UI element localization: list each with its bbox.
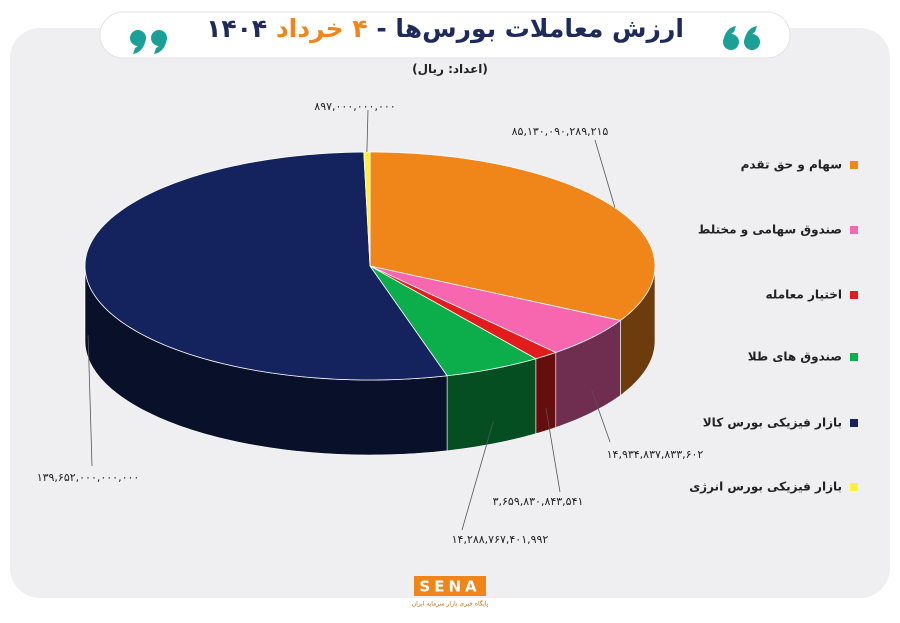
leader-line [594,139,616,208]
logo-tagline: پایگاه خبری بازار سرمایه ایران [412,600,489,608]
leader-line [461,421,494,531]
slice [84,151,448,381]
legend-label: اختیار معامله [766,288,842,302]
leader-line [545,408,561,493]
subtitle: (اعداد: ریال) [412,62,488,76]
legend-label: صندوق های طلا [748,350,842,365]
legend-swatch [850,419,858,427]
value-label: ۳,۶۵۹,۸۳۰,۸۴۳,۵۴۱ [493,495,584,508]
leader-line [87,335,93,467]
slice [369,265,622,353]
value-label: ۱۴,۹۳۴,۸۳۷,۸۳۳,۶۰۲ [607,448,704,461]
leader-line [366,109,369,153]
quote-right [723,26,760,50]
legend-label: سهام و حق تقدم [741,158,842,173]
slice [363,151,371,267]
value-label: ۱۴,۲۸۸,۷۶۷,۴۰۱,۹۹۲ [452,533,549,546]
legend-swatch [850,291,858,299]
leader-line [591,389,611,443]
title: ارزش معاملات بورس‌ها - ۴ خرداد ۱۴۰۴ [100,14,790,43]
legend-swatch [850,161,858,169]
title-year: ۱۴۰۴ [206,14,268,43]
slice-side [535,352,557,435]
quote-left [130,30,167,54]
legend-label: بازار فیزیکی بورس کالا [703,416,842,431]
title-main: ارزش معاملات بورس‌ها - [376,14,684,43]
legend-label: صندوق سهامی و مختلط [698,223,842,238]
title-pill [99,11,791,59]
legend-swatch [850,353,858,361]
logo: SENA [419,578,480,596]
value-label: ۱۳۹,۶۵۲,۰۰۰,۰۰۰,۰۰۰ [37,471,140,484]
title-highlight: ۴ خرداد [275,14,368,43]
slice [369,265,557,360]
legend-swatch [850,226,858,234]
value-label: ۸۹۷,۰۰۰,۰۰۰,۰۰۰ [314,100,395,113]
legend-label: بازار فیزیکی بورس انرژی [689,480,842,495]
value-label: ۸۵,۱۳۰,۰۹۰,۲۸۹,۲۱۵ [512,125,609,138]
logo-box [414,576,486,596]
legend-swatch [850,483,858,491]
slice [369,265,537,377]
